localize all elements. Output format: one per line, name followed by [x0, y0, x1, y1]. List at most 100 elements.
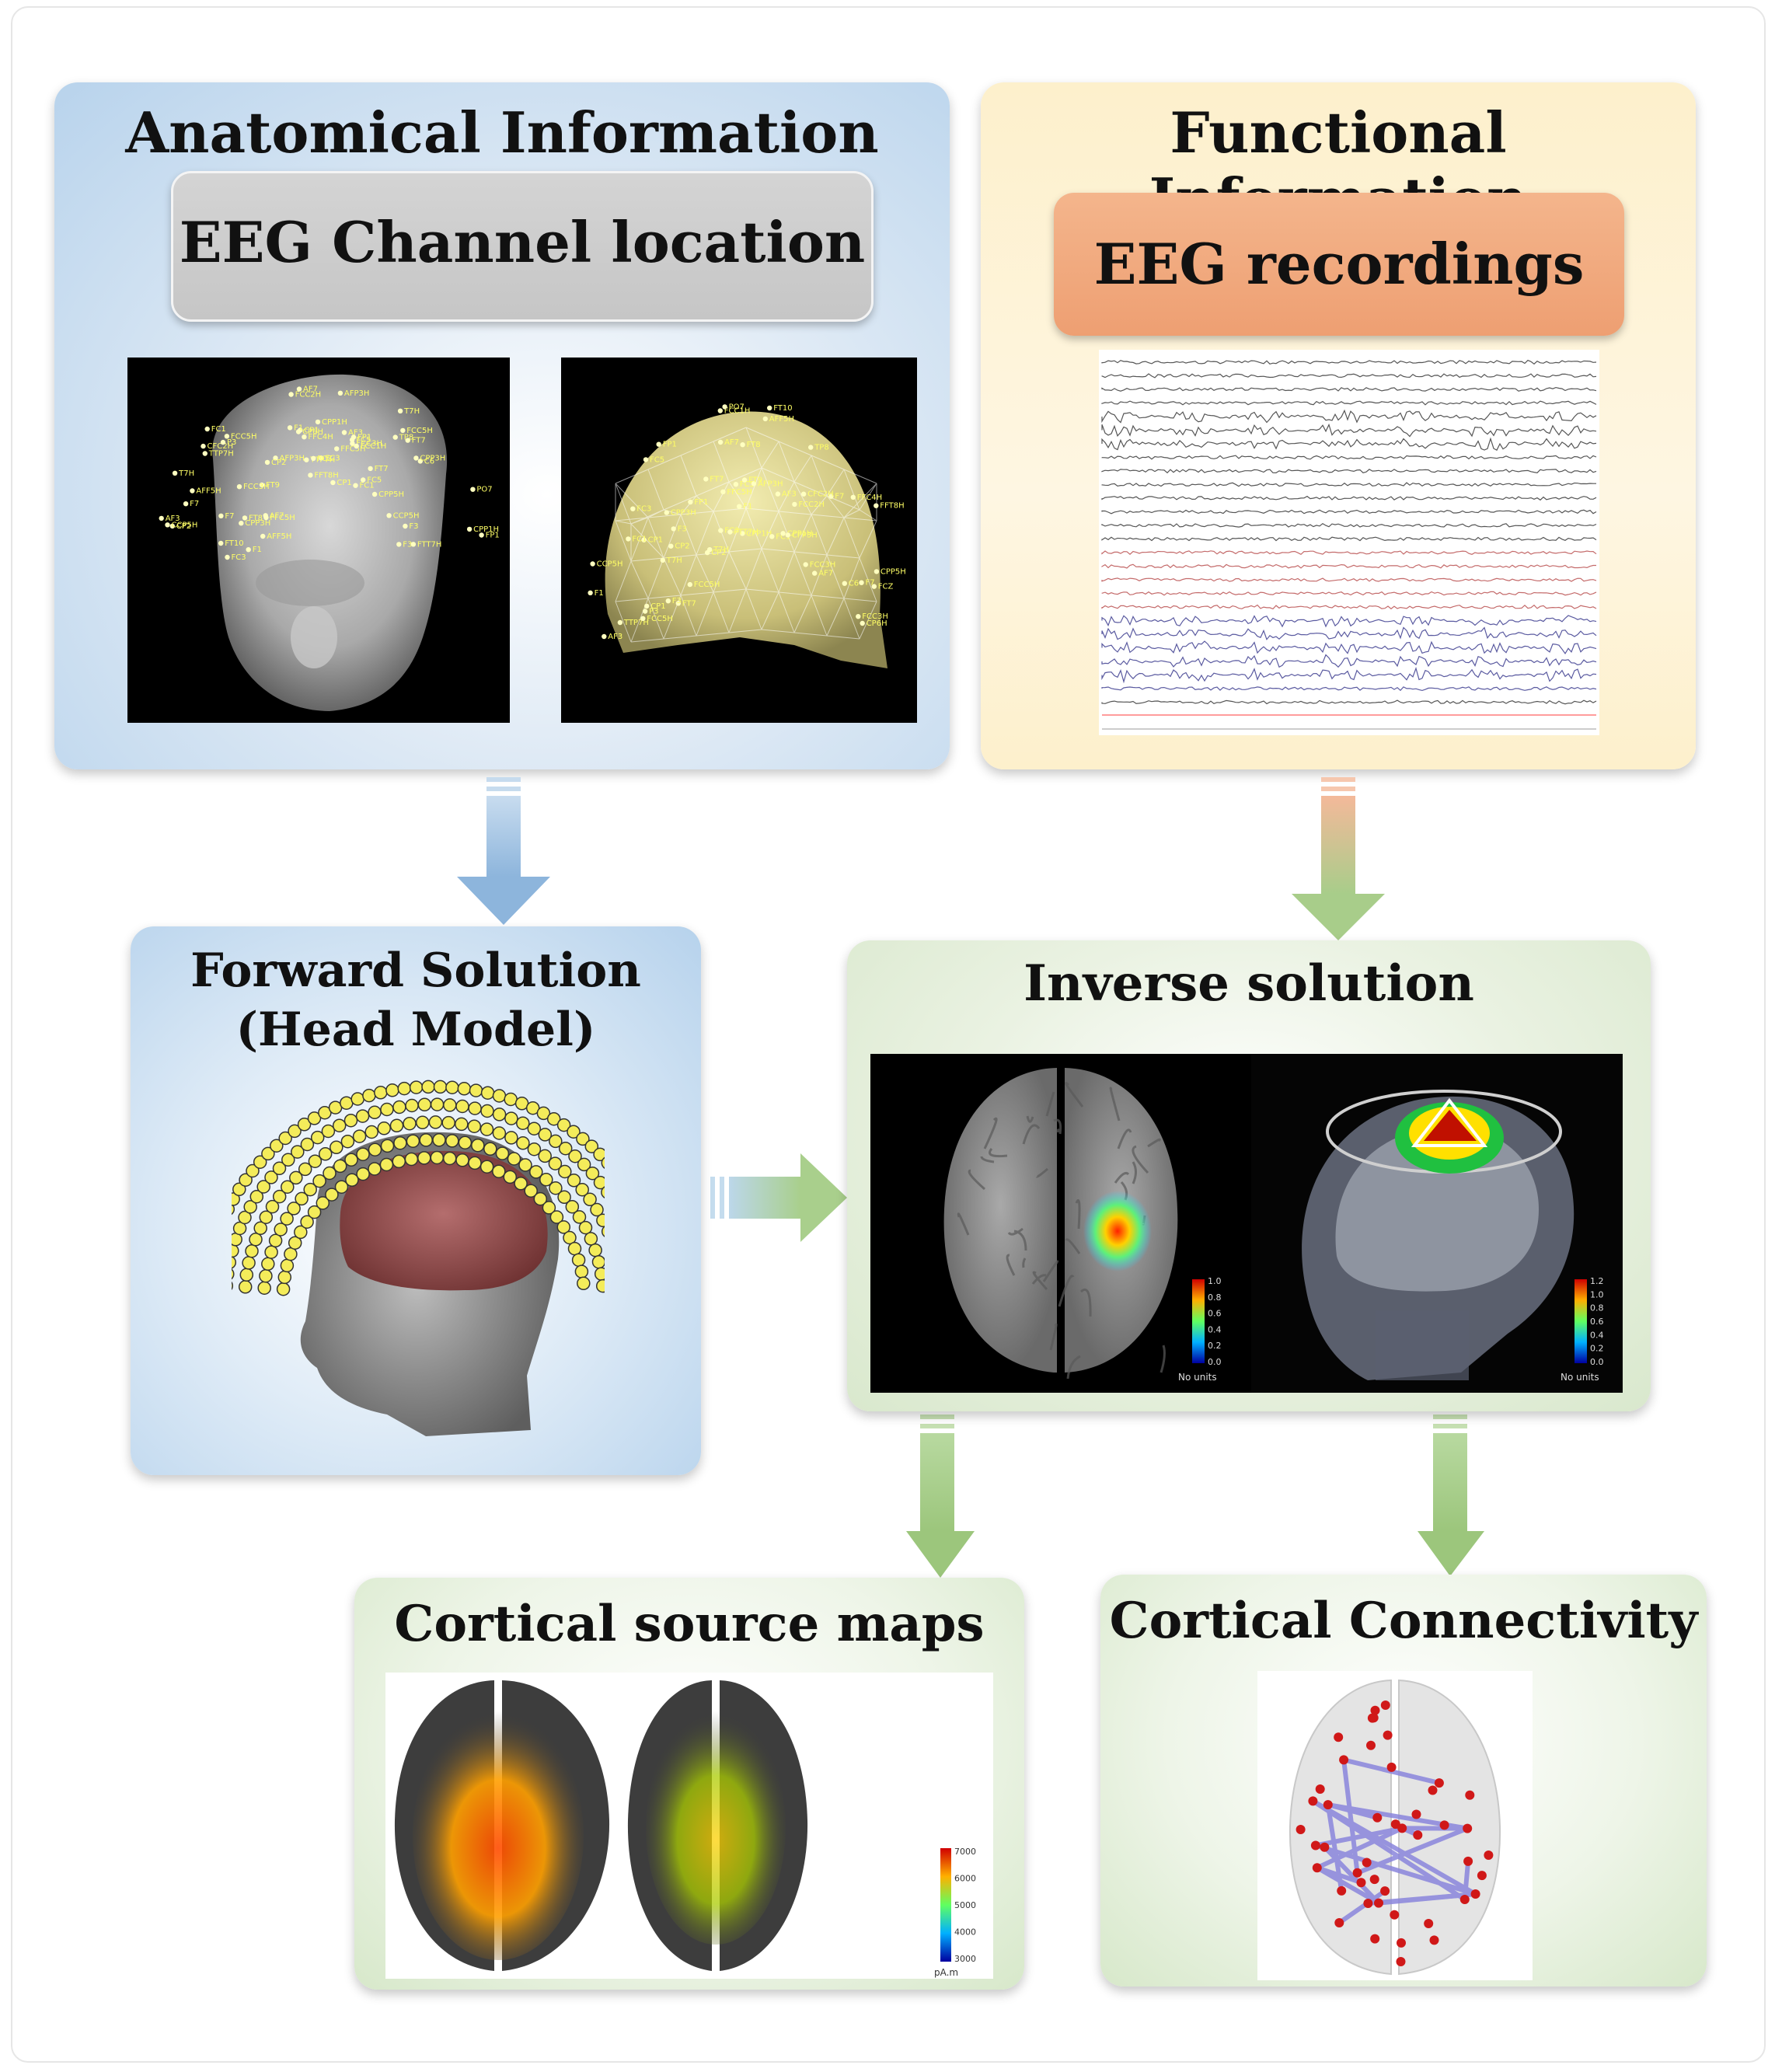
eeg-trace	[1101, 469, 1597, 474]
electrode-dot	[259, 482, 265, 488]
cortical-connectivity-panel: Cortical Connectivity	[1100, 1575, 1707, 1987]
electrode-sensor	[307, 1205, 322, 1219]
electrode-sensor	[312, 1174, 326, 1188]
electrode-dot	[792, 501, 797, 508]
eeg-trace	[1101, 536, 1597, 542]
electrode-sensor	[242, 1256, 256, 1270]
connection-node	[1362, 1857, 1372, 1868]
connection-node	[1386, 1762, 1397, 1772]
electrode-sensor	[596, 1213, 605, 1228]
electrode-label: FP1	[486, 532, 500, 540]
cortical-source-maps-image: 7000 6000 5000 4000 3000 pA.m	[385, 1673, 993, 1979]
electrode-sensor	[529, 1165, 543, 1179]
electrode-dot	[737, 504, 742, 509]
electrode-sensor	[356, 1167, 370, 1181]
electrode-dot	[785, 532, 790, 538]
connection-node	[1434, 1778, 1444, 1788]
electrode-dot	[315, 419, 321, 425]
electrode-dot	[201, 443, 206, 449]
electrode-dot	[812, 570, 818, 576]
electrode-dot	[718, 528, 724, 533]
brain-top-view	[943, 1068, 1178, 1380]
electrode-sensor	[601, 1156, 605, 1169]
electrode-sensor	[525, 1101, 540, 1115]
colorbar-tick: 0.6	[1590, 1317, 1604, 1327]
connection-node	[1296, 1825, 1306, 1834]
connection-node	[1367, 1713, 1377, 1723]
electrode-mesh-image: CPP1HCPP3HCP1CP2FCC3HFCC5HFC1FC3FC5AF3AF…	[561, 358, 917, 723]
electrode-sensor	[272, 1161, 287, 1176]
electrode-label: AF3	[608, 633, 622, 641]
connection-node	[1320, 1842, 1330, 1852]
electrode-label: F7	[190, 500, 199, 508]
electrode-dot	[354, 443, 359, 449]
electrode-dot	[850, 494, 856, 500]
electrode-sensor	[558, 1164, 572, 1179]
electrode-dot	[413, 455, 419, 461]
colorbar-tick: 0.8	[1590, 1303, 1604, 1313]
electrode-sensor	[303, 1182, 317, 1197]
electrode-label: AFP3H	[758, 480, 783, 488]
electrode-dot	[302, 434, 307, 440]
connection-node	[1465, 1790, 1475, 1800]
electrode-dot	[296, 386, 302, 392]
electrode-sensor	[261, 1257, 275, 1271]
colorbar-tick: 0.6	[1208, 1309, 1222, 1319]
electrode-dot	[687, 581, 692, 588]
electrode-dot	[405, 438, 410, 443]
electrode-sensor	[495, 1146, 510, 1160]
electrode-label: C6	[424, 457, 434, 466]
electrode-sensor	[479, 1122, 494, 1136]
connection-edge	[1337, 1889, 1388, 1925]
electrode-label: FC5	[356, 436, 371, 445]
electrode-sensor	[355, 1109, 370, 1123]
electrode-sensor	[536, 1106, 551, 1121]
electrode-dot	[762, 416, 768, 422]
eeg-trace	[1101, 615, 1597, 628]
eeg-trace	[1101, 495, 1597, 501]
connection-edge	[1355, 1826, 1470, 1875]
eeg-channel-location-label: EEG Channel location	[179, 209, 866, 275]
electrode-sensor	[577, 1157, 591, 1172]
electrode-sensor	[504, 1092, 518, 1107]
electrode-head-image: CPP1H CPP3H CP1 CP2 FCC3H FCC5H FC1 FC3 FC5 AF3 AF…	[127, 358, 510, 723]
electrode-dot	[590, 561, 595, 567]
electrode-sensor	[492, 1164, 506, 1178]
connection-node	[1374, 1898, 1383, 1908]
electrode-sensor	[297, 1118, 312, 1132]
electrode-dot	[396, 542, 402, 547]
electrode-sensor	[380, 1102, 394, 1117]
electrode-dot	[295, 429, 302, 434]
electrode-dot	[664, 510, 669, 515]
electrode-sensor	[571, 1253, 586, 1267]
electrode-sensor	[417, 1097, 432, 1112]
electrode-dot	[717, 439, 724, 445]
eeg-trace-image	[1099, 350, 1599, 735]
electrode-label: CPP1H	[787, 529, 813, 538]
eeg-trace	[1101, 654, 1597, 668]
electrode-dot	[828, 494, 834, 499]
connection-node	[1370, 1934, 1380, 1944]
electrode-dot	[183, 501, 189, 507]
electrode-dot	[660, 557, 665, 563]
electrode-sensor	[417, 1151, 431, 1165]
electrode-label: AF3	[166, 515, 180, 523]
electrode-label: CPP1H	[322, 418, 347, 427]
electrode-dot	[808, 445, 814, 450]
electrode-sensor	[527, 1121, 542, 1135]
arrow-inverse-to-source-maps	[906, 1414, 975, 1578]
electrode-label: AF3	[348, 429, 363, 438]
electrode-sensor	[588, 1243, 602, 1258]
electrode-sensor	[257, 1281, 271, 1295]
electrode-sensor	[281, 1180, 295, 1194]
eeg-trace	[1101, 640, 1597, 654]
electrode-sensor	[264, 1170, 278, 1184]
electrode-label: PO7	[476, 486, 492, 494]
electrode-sensor	[574, 1264, 589, 1278]
electrode-sensor	[393, 1135, 407, 1150]
eeg-trace	[1101, 550, 1597, 556]
electrode-dot	[165, 522, 170, 528]
electrode-sensor	[430, 1150, 445, 1165]
connection-node	[1380, 1701, 1390, 1710]
electrode-dot	[727, 529, 733, 535]
